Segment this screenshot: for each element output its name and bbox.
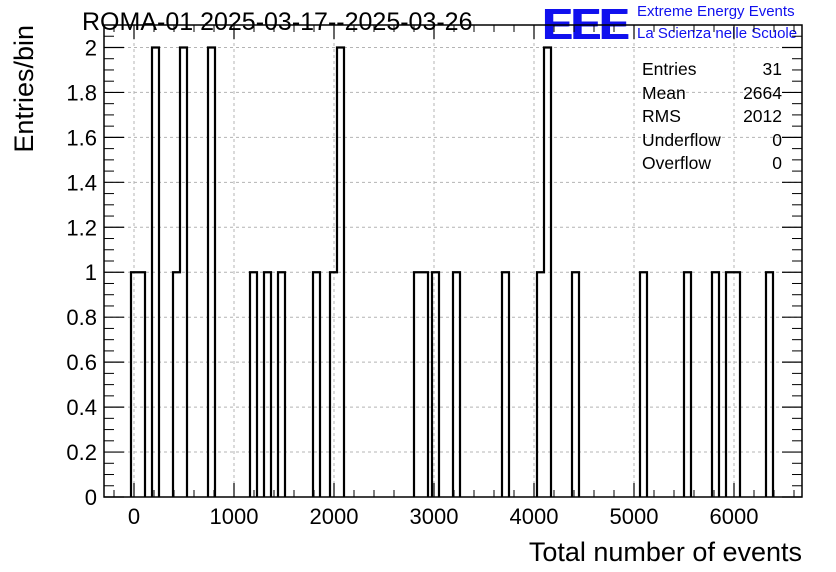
histogram-bin <box>432 272 439 497</box>
x-tick-label: 3000 <box>410 504 459 529</box>
logo-line-2: La Scienza nelle Scuole <box>637 25 798 42</box>
histogram-bin <box>278 272 285 497</box>
histogram-bin <box>131 272 145 497</box>
histogram-bin <box>453 272 460 497</box>
histogram-bin <box>766 272 773 497</box>
y-tick-label: 1 <box>85 260 97 285</box>
x-tick-label: 1000 <box>210 504 259 529</box>
stat-row-rms: RMS 2012 <box>642 105 782 129</box>
stat-row-entries: Entries 31 <box>642 58 782 82</box>
y-tick-label: 0.4 <box>66 395 97 420</box>
y-tick-label: 1.2 <box>66 215 97 240</box>
histogram-bin <box>313 272 320 497</box>
histogram-bin <box>173 272 180 497</box>
histogram-bin <box>537 272 544 497</box>
histogram-bin <box>180 47 187 497</box>
x-tick-label: 4000 <box>510 504 559 529</box>
y-tick-label: 0.8 <box>66 305 97 330</box>
x-tick-label: 6000 <box>710 504 759 529</box>
x-axis-label: Total number of events <box>529 537 802 567</box>
stat-value: 31 <box>762 59 782 79</box>
stat-label: Entries <box>642 59 697 79</box>
y-axis-label: Entries/bin <box>9 25 39 153</box>
stat-label: Overflow <box>642 153 712 173</box>
chart-title: ROMA-01 2025-03-17--2025-03-26 <box>82 8 473 36</box>
y-tick-label: 0.2 <box>66 440 97 465</box>
stat-value: 2012 <box>743 106 782 126</box>
histogram-bin <box>684 272 691 497</box>
histogram-line <box>129 46 775 497</box>
x-tick-label: 0 <box>128 504 140 529</box>
stat-row-overflow: Overflow 0 <box>642 152 782 176</box>
y-tick-label: 2 <box>85 35 97 60</box>
stat-label: RMS <box>642 106 681 126</box>
histogram-bin <box>712 272 719 497</box>
histogram-bin <box>264 272 271 497</box>
histogram-bin <box>726 272 740 497</box>
stat-label: Underflow <box>642 129 721 150</box>
stat-value: 2664 <box>743 82 782 103</box>
histogram-bin <box>330 272 337 497</box>
histogram-bin <box>414 272 428 497</box>
stat-value: 0 <box>772 129 782 150</box>
histogram-bin <box>208 47 215 497</box>
stat-label: Mean <box>642 82 686 103</box>
y-tick-label: 1.8 <box>66 80 97 105</box>
stat-row-mean: Mean 2664 <box>642 82 782 106</box>
stat-row-underflow: Underflow 0 <box>642 129 782 153</box>
histogram-bin <box>152 47 159 497</box>
histogram-bin <box>502 272 509 497</box>
logo-line-1: Extreme Energy Events <box>637 3 795 20</box>
histogram-bin <box>250 272 257 497</box>
x-tick-label: 2000 <box>310 504 359 529</box>
histogram-bin <box>640 272 647 497</box>
y-tick-label: 0.6 <box>66 350 97 375</box>
histogram-bin <box>572 272 579 497</box>
x-tick-label: 5000 <box>610 504 659 529</box>
histogram-bin <box>337 47 344 497</box>
y-tick-label: 1.6 <box>66 125 97 150</box>
stats-box: Entries 31 Mean 2664 RMS 2012 Underflow … <box>642 58 782 176</box>
histogram-bin <box>544 47 551 497</box>
y-tick-label: 0 <box>85 485 97 510</box>
y-tick-label: 1.4 <box>66 170 97 195</box>
stat-value: 0 <box>772 153 782 173</box>
